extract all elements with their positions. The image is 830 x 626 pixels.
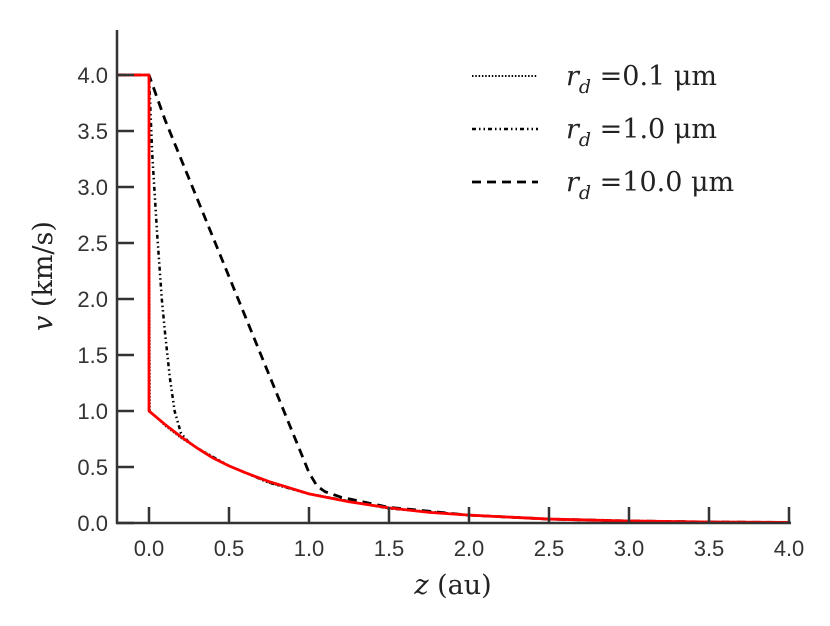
y-tick-label: 1.0 (77, 399, 108, 424)
legend: rd =0.1 μm rd =1.0 μm rd =10.0 μm (472, 61, 734, 204)
axes (115, 30, 791, 525)
y-tick-label: 1.5 (77, 343, 108, 368)
legend-label: rd =10.0 μm (566, 167, 734, 204)
y-tick-label: 0.5 (77, 455, 108, 480)
x-tick-label: 3.5 (694, 536, 725, 561)
x-tick-label: 0.5 (214, 536, 245, 561)
y-tick-label: 3.5 (77, 119, 108, 144)
x-axis-label: z (au) (413, 570, 491, 601)
plot-curves (117, 73, 790, 524)
x-ticks: 0.0 0.5 1.0 1.5 2.0 2.5 3.0 3.5 4.0 (134, 507, 805, 561)
x-tick-label: 4.0 (774, 536, 805, 561)
y-tick-label: 2.0 (77, 287, 108, 312)
legend-label: rd =0.1 μm (566, 61, 717, 98)
series-line-2 (117, 73, 790, 524)
series-line-3 (117, 73, 790, 524)
x-tick-label: 2.5 (534, 536, 565, 561)
y-tick-label: 3.0 (77, 175, 108, 200)
x-tick-label: 2.0 (454, 536, 485, 561)
y-ticks: 0.0 0.5 1.0 1.5 2.0 2.5 3.0 3.5 4.0 (77, 63, 134, 536)
y-tick-label: 4.0 (77, 63, 108, 88)
legend-label: rd =1.0 μm (566, 114, 717, 151)
x-tick-label: 3.0 (614, 536, 645, 561)
y-axis-label: v (km/s) (28, 221, 59, 331)
x-tick-label: 0.0 (134, 536, 165, 561)
y-tick-label: 2.5 (77, 231, 108, 256)
x-tick-label: 1.5 (374, 536, 405, 561)
y-tick-label: 0.0 (77, 511, 108, 536)
x-tick-label: 1.0 (294, 536, 325, 561)
